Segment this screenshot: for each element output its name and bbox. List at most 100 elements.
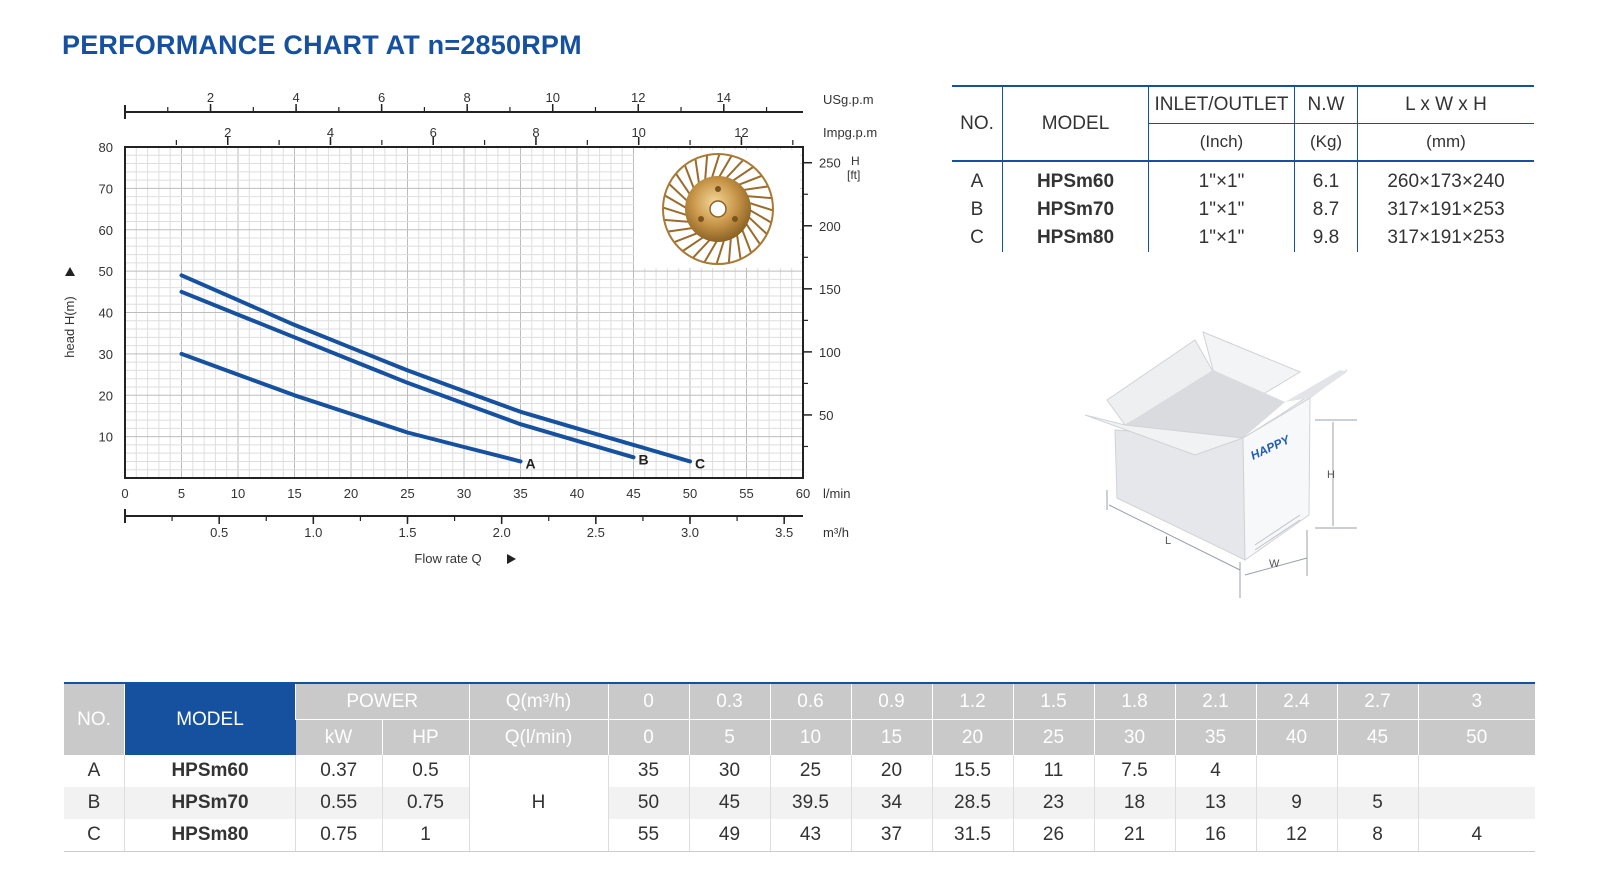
perf-q-lmin-cell: 35 (1174, 719, 1256, 755)
perf-q-m3h-cell: 0.3 (688, 682, 770, 720)
perf-q-m3h-cell: 1.5 (1012, 682, 1094, 720)
perf-q-m3h-cell: 2.7 (1336, 682, 1418, 720)
impeller-blade (683, 164, 696, 191)
box-illustration: HAPPY L W H (1085, 331, 1357, 598)
perf-cell-head: 9 (1255, 787, 1337, 819)
spec-cell-dims: 260×173×240 (1357, 161, 1534, 196)
right-axis-tick-label: 200 (819, 219, 841, 234)
perf-cell-head: 34 (850, 787, 932, 819)
spec-header-row: NO. MODEL INLET/OUTLET N.W L x W x H (952, 85, 1534, 162)
perf-cell-head: 16 (1174, 819, 1256, 852)
perf-cell-kw: 0.37 (295, 755, 382, 787)
right-axis-tick-label: 50 (819, 408, 833, 423)
perf-cell-head: 11 (1012, 755, 1094, 787)
impeller-rim (662, 153, 774, 265)
impeller-blades (662, 153, 774, 265)
impeller-blade (715, 237, 726, 265)
x-tick-label: 35 (513, 486, 527, 501)
x-tick-label: 50 (683, 486, 697, 501)
box-dim-w: W (1269, 558, 1280, 570)
impeller-blade (723, 159, 744, 181)
impeller-blade (664, 194, 689, 210)
right-axis-unit: [ft] (847, 168, 860, 182)
perf-q-m3h-cell: 1.2 (931, 682, 1013, 720)
spec-header-inlet: INLET/OUTLET (1148, 85, 1295, 124)
y-axis-arrow (65, 267, 75, 276)
impeller-hole (715, 186, 721, 192)
plot-frame (124, 146, 804, 479)
y-tick-label: 30 (99, 347, 113, 362)
perf-header-no: NO. (64, 682, 125, 755)
performance-table: NO. MODEL POWER Q(m³/h) 0 0.3 0.6 0.9 1.… (64, 682, 1535, 852)
perf-cell-head: 23 (1012, 787, 1094, 819)
spec-unit-nw: (Kg) (1294, 123, 1358, 162)
m3h-axis-tick-label: 3.0 (681, 525, 699, 540)
spec-cell-inlet: 1"×1" (1148, 196, 1295, 224)
perf-cell-head: 39.5 (769, 787, 851, 819)
usgpm-axis-tick-label: 8 (464, 90, 471, 105)
x-axis-arrow (507, 554, 516, 564)
impeller-blade (703, 155, 709, 183)
spec-header-model: MODEL (1002, 85, 1149, 162)
perf-q-m3h-cell: 3 (1417, 682, 1535, 720)
perf-cell-head: 15.5 (931, 755, 1013, 787)
spec-cell-nw: 8.7 (1294, 196, 1358, 224)
impgpm-axis-unit: Impg.p.m (823, 125, 877, 140)
impeller-blade (746, 201, 774, 212)
impeller-hole (698, 216, 704, 222)
perf-header-model: MODEL (124, 682, 296, 755)
usgpm-axis-tick-label: 6 (378, 90, 385, 105)
m3h-axis-tick-label: 3.5 (775, 525, 793, 540)
spec-cell-model: HPSm80 (1002, 224, 1149, 252)
performance-chart: 10 20 30 40 50 60 70 80 head H(m) 0 5 10 15 20 25 30 35 4… (62, 90, 877, 566)
perf-q-lmin-cell: 20 (931, 719, 1013, 755)
impeller-blade (664, 218, 692, 224)
perf-q-lmin-cell: 5 (688, 719, 770, 755)
impgpm-axis-tick-label: 6 (430, 125, 437, 140)
spec-cell-nw: 6.1 (1294, 161, 1358, 196)
perf-cell-head: 25 (769, 755, 851, 787)
usgpm-axis-tick-label: 10 (545, 90, 559, 105)
perf-cell-head: 49 (688, 819, 770, 852)
y-tick-label: 20 (99, 388, 113, 403)
impeller-blade (710, 153, 721, 181)
spec-row: C HPSm80 1"×1" 9.8 317×191×253 (952, 224, 1534, 252)
spec-cell-dims: 317×191×253 (1357, 224, 1534, 252)
perf-cell-head: 12 (1255, 819, 1337, 852)
perf-q-lmin-cell: 30 (1093, 719, 1175, 755)
m3h-axis-tick-label: 1.5 (398, 525, 416, 540)
spec-cell-model: HPSm60 (1002, 161, 1149, 196)
impeller-blade (668, 183, 690, 204)
perf-cell-no: B (64, 787, 125, 819)
perf-cell-head: 8 (1336, 819, 1418, 852)
x-tick-label: 45 (626, 486, 640, 501)
perf-header-power: POWER (295, 682, 469, 720)
perf-cell-head: 30 (688, 755, 770, 787)
perf-row: A HPSm60 0.37 0.5 H 35 30 25 20 15.5 11 … (64, 755, 1535, 852)
perf-cell-hp: 0.75 (381, 787, 469, 819)
perf-q-lmin-cell: 45 (1336, 719, 1418, 755)
perf-cell-head: 31.5 (931, 819, 1013, 852)
perf-q-lmin-cell: 25 (1012, 719, 1094, 755)
x-axis-label: Flow rate Q (414, 551, 481, 566)
perf-q-lmin-cell: 40 (1255, 719, 1337, 755)
impeller-blade (682, 235, 706, 252)
perf-cell-kw: 0.55 (295, 787, 382, 819)
impeller-bore (709, 200, 727, 218)
series-label-c: C (695, 455, 705, 471)
impeller-blade (744, 221, 761, 245)
perf-cell-no: A (87, 760, 101, 781)
spec-unit-dims: (mm) (1357, 123, 1534, 162)
y-tick-label: 50 (99, 264, 113, 279)
series-line-b (179, 289, 636, 460)
series-label-a: A (526, 455, 536, 471)
impeller-blade (717, 155, 733, 180)
impeller-blade (662, 206, 690, 217)
right-axis-tick-label: 100 (819, 345, 841, 360)
series-line-a (179, 351, 523, 464)
y-tick-label: 70 (99, 181, 113, 196)
box-dim-l: L (1165, 535, 1171, 547)
perf-cell-head: 37 (850, 819, 932, 852)
perf-q-lmin-cell: 10 (769, 719, 851, 755)
impeller-blade (692, 237, 713, 259)
